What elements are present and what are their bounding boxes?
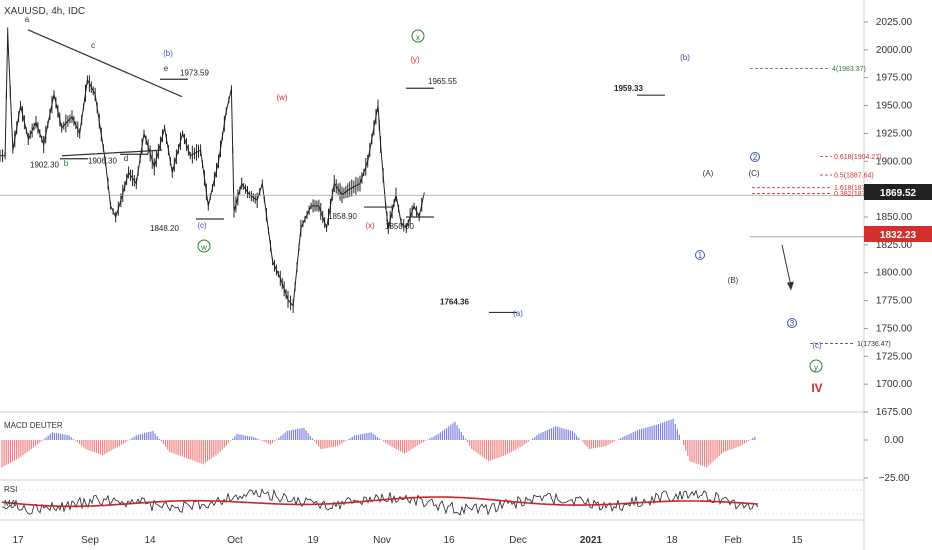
wave-label: (c) — [812, 341, 822, 350]
y-tick-label: 1750.00 — [876, 323, 913, 334]
x-tick-label: Sep — [81, 535, 99, 546]
marked-level-value: 1832.23 — [880, 230, 917, 241]
y-tick-label: 1925.00 — [876, 128, 913, 139]
y-tick-label: 1700.00 — [876, 379, 913, 390]
wave-label: 2 — [753, 153, 758, 162]
symbol-title: XAUUSD, 4h, IDC — [4, 6, 85, 17]
wave-circle — [197, 239, 211, 253]
wave-label: (w) — [276, 93, 287, 102]
price-level-label: 1848.20 — [150, 224, 179, 233]
rsi-ma-title: MA — [4, 499, 17, 508]
x-tick-label: 15 — [791, 535, 803, 546]
price-level-label: 1906.30 — [88, 156, 117, 165]
wave-circle — [787, 318, 797, 328]
x-tick-label: Feb — [724, 535, 742, 546]
y-tick-label: 2000.00 — [876, 45, 913, 56]
y-tick-label: 1900.00 — [876, 156, 913, 167]
wave-label: (b) — [163, 49, 173, 58]
price-level-label: 1902.30 — [30, 161, 59, 170]
wave-circle — [750, 152, 760, 162]
wave-circle — [695, 250, 705, 260]
fib-level-label: 0.618(1904.27) — [834, 154, 881, 161]
wave-label: (C) — [748, 169, 759, 178]
y-tick-label: 1675.00 — [876, 407, 913, 418]
fib-level-label: 0.5(1887.64) — [834, 173, 874, 180]
wave-label: (c) — [197, 221, 207, 230]
rsi-panel — [0, 488, 864, 516]
price-series — [0, 27, 425, 313]
price-line — [0, 33, 425, 308]
fib-level-label: 4(1983.37) — [832, 66, 866, 73]
wave-circle — [411, 29, 425, 43]
rsi-line — [1, 488, 759, 516]
y-tick-label: 1725.00 — [876, 351, 913, 362]
x-tick-label: Dec — [509, 535, 527, 546]
wave-label: w — [200, 243, 207, 252]
macd-title: MACD DEUTER — [4, 421, 63, 430]
x-tick-label: 14 — [144, 535, 156, 546]
y-tick-label: 1975.00 — [876, 73, 913, 84]
wave-label: b — [64, 159, 69, 168]
y-tick-label: 1825.00 — [876, 240, 913, 251]
x-tick-label: Oct — [227, 535, 243, 546]
y-tick-label: 1950.00 — [876, 101, 913, 112]
y-tick-label: 1775.00 — [876, 296, 913, 307]
price-level-label: 1850.00 — [385, 222, 414, 231]
x-tick-label: 18 — [666, 535, 678, 546]
x-tick-label: 16 — [443, 535, 455, 546]
wave-label: 3 — [790, 319, 795, 328]
wave-circle — [809, 359, 823, 373]
x-tick-label: 2021 — [580, 535, 603, 546]
wave-label: c — [91, 41, 95, 50]
axes: 2025.00 2000.00 1975.00 1950.00 1925.00 1900.… — [12, 17, 912, 546]
wave-annotations: 0.618(1904.27) 0.5(1887.64) 1.618(1876.29)… — [0, 15, 891, 395]
wave-label: d — [124, 154, 128, 163]
price-level-label: 1959.33 — [614, 84, 643, 93]
macd-tick-label: 0.00 — [884, 435, 904, 446]
wave-label: e — [164, 64, 169, 73]
price-level-label: 1965.55 — [428, 77, 457, 86]
y-tick-label: 2025.00 — [876, 17, 913, 28]
wave-label: y — [814, 363, 818, 372]
x-tick-label: 17 — [12, 535, 24, 546]
grid-lines — [0, 0, 865, 550]
wave-label: (y) — [410, 55, 420, 64]
price-level-label: 1973.59 — [180, 68, 209, 77]
price-level-label: 1764.36 — [440, 297, 469, 306]
y-tick-label: 1800.00 — [876, 268, 913, 279]
triangle-upper-line — [27, 29, 183, 98]
wave-label: (B) — [728, 276, 739, 285]
fib-level-label: 1(1736.47) — [857, 341, 891, 348]
macd-tick-label: −25.00 — [879, 473, 910, 484]
wave-label: IV — [811, 381, 822, 395]
macd-panel — [1, 418, 756, 468]
price-level-label: 1858.90 — [328, 212, 357, 221]
y-tick-label: 1850.00 — [876, 212, 913, 223]
fib-level-label: 0.382(1871.02) — [834, 191, 881, 198]
fib-level-label: 1.618(1876.29) — [834, 185, 881, 192]
wave-label: (A) — [703, 169, 714, 178]
current-price-badge — [864, 184, 932, 200]
wave-label: 1 — [698, 251, 703, 260]
wave-label: x — [416, 33, 420, 42]
projection-arrow-head — [787, 281, 794, 291]
x-tick-label: Nov — [373, 535, 391, 546]
wave-label: (x) — [365, 221, 375, 230]
wave-label: (a) — [513, 309, 523, 318]
current-price-value: 1869.52 — [880, 188, 917, 199]
wave-label: (b) — [680, 53, 690, 62]
x-tick-label: 19 — [307, 535, 319, 546]
wave-label: a — [25, 15, 30, 24]
rsi-title: RSI — [4, 485, 17, 494]
projection-arrow — [781, 244, 792, 287]
triangle-lower-line — [61, 149, 163, 157]
rsi-ma-line — [1, 496, 759, 508]
marked-level-badge — [864, 226, 932, 242]
